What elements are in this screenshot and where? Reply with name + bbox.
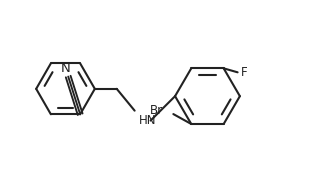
Text: N: N — [60, 62, 70, 75]
Text: Br: Br — [150, 104, 163, 117]
Text: HN: HN — [139, 114, 156, 127]
Text: F: F — [241, 66, 247, 79]
